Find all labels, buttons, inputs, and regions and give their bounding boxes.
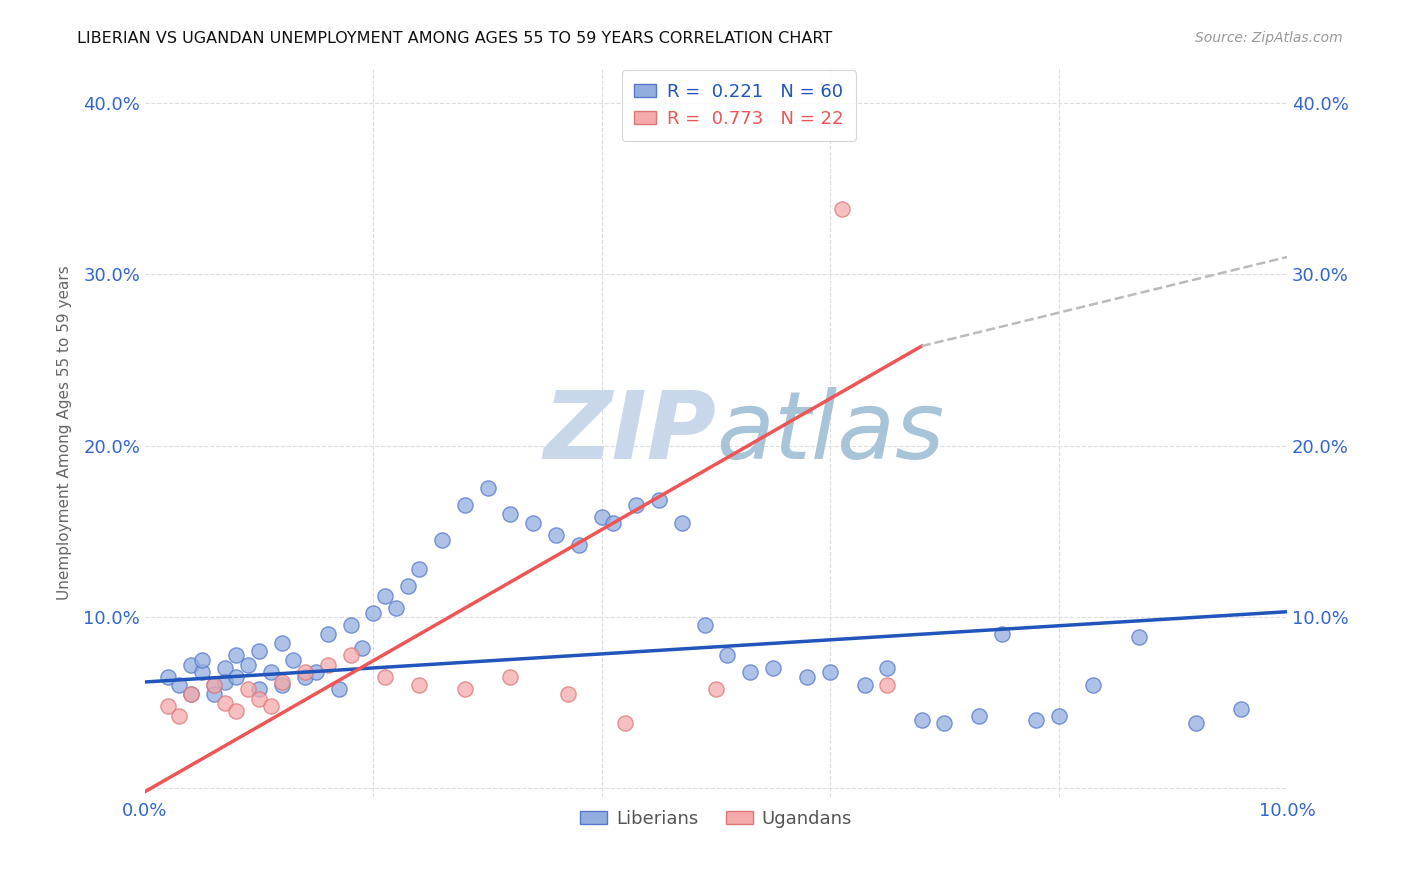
Point xyxy=(225,704,247,718)
Point xyxy=(271,635,294,649)
Point xyxy=(271,678,294,692)
Point xyxy=(294,665,316,679)
Point xyxy=(169,678,191,692)
Point xyxy=(910,713,932,727)
Point xyxy=(328,681,350,696)
Point xyxy=(305,665,328,679)
Point xyxy=(546,527,568,541)
Point xyxy=(762,661,785,675)
Point xyxy=(557,687,579,701)
Point xyxy=(876,678,898,692)
Point xyxy=(430,533,453,547)
Point xyxy=(648,493,671,508)
Point xyxy=(202,678,225,692)
Point xyxy=(934,716,956,731)
Point xyxy=(1128,631,1150,645)
Point xyxy=(316,627,339,641)
Point xyxy=(853,678,876,692)
Point xyxy=(796,670,818,684)
Point xyxy=(613,716,636,731)
Point xyxy=(1025,713,1047,727)
Point xyxy=(191,653,214,667)
Point xyxy=(522,516,544,530)
Point xyxy=(568,538,591,552)
Point xyxy=(1230,702,1253,716)
Point xyxy=(271,675,294,690)
Point xyxy=(499,670,522,684)
Point xyxy=(156,698,179,713)
Point xyxy=(350,640,373,655)
Point xyxy=(820,665,842,679)
Point xyxy=(1184,716,1206,731)
Point xyxy=(259,698,281,713)
Point xyxy=(225,670,247,684)
Point xyxy=(1081,678,1104,692)
Point xyxy=(499,507,522,521)
Point xyxy=(339,648,361,662)
Point xyxy=(191,665,214,679)
Point xyxy=(214,696,236,710)
Point xyxy=(454,499,477,513)
Point xyxy=(716,648,738,662)
Text: atlas: atlas xyxy=(716,387,945,478)
Point xyxy=(214,675,236,690)
Point xyxy=(247,692,270,706)
Point xyxy=(214,661,236,675)
Point xyxy=(477,481,499,495)
Point xyxy=(316,657,339,672)
Point xyxy=(831,202,853,216)
Point xyxy=(967,709,990,723)
Point xyxy=(602,516,624,530)
Point xyxy=(294,670,316,684)
Point xyxy=(740,665,762,679)
Point xyxy=(363,607,385,621)
Point xyxy=(408,562,430,576)
Point xyxy=(259,665,281,679)
Text: Source: ZipAtlas.com: Source: ZipAtlas.com xyxy=(1195,31,1343,45)
Point xyxy=(1047,709,1070,723)
Point xyxy=(374,589,396,603)
Point xyxy=(180,657,202,672)
Point xyxy=(671,516,693,530)
Point xyxy=(876,661,898,675)
Point xyxy=(247,644,270,658)
Point xyxy=(624,499,647,513)
Point xyxy=(225,648,247,662)
Point xyxy=(247,681,270,696)
Point xyxy=(283,653,305,667)
Point xyxy=(202,687,225,701)
Point xyxy=(990,627,1012,641)
Point xyxy=(156,670,179,684)
Point xyxy=(385,601,408,615)
Point xyxy=(693,618,716,632)
Legend: Liberians, Ugandans: Liberians, Ugandans xyxy=(572,803,859,835)
Point xyxy=(169,709,191,723)
Point xyxy=(704,681,727,696)
Point xyxy=(236,681,259,696)
Point xyxy=(180,687,202,701)
Point xyxy=(180,687,202,701)
Point xyxy=(396,579,419,593)
Point xyxy=(374,670,396,684)
Point xyxy=(339,618,361,632)
Y-axis label: Unemployment Among Ages 55 to 59 years: Unemployment Among Ages 55 to 59 years xyxy=(58,265,72,600)
Text: ZIP: ZIP xyxy=(543,386,716,479)
Point xyxy=(236,657,259,672)
Point xyxy=(454,681,477,696)
Point xyxy=(591,510,613,524)
Point xyxy=(408,678,430,692)
Point xyxy=(202,678,225,692)
Text: LIBERIAN VS UGANDAN UNEMPLOYMENT AMONG AGES 55 TO 59 YEARS CORRELATION CHART: LIBERIAN VS UGANDAN UNEMPLOYMENT AMONG A… xyxy=(77,31,832,46)
